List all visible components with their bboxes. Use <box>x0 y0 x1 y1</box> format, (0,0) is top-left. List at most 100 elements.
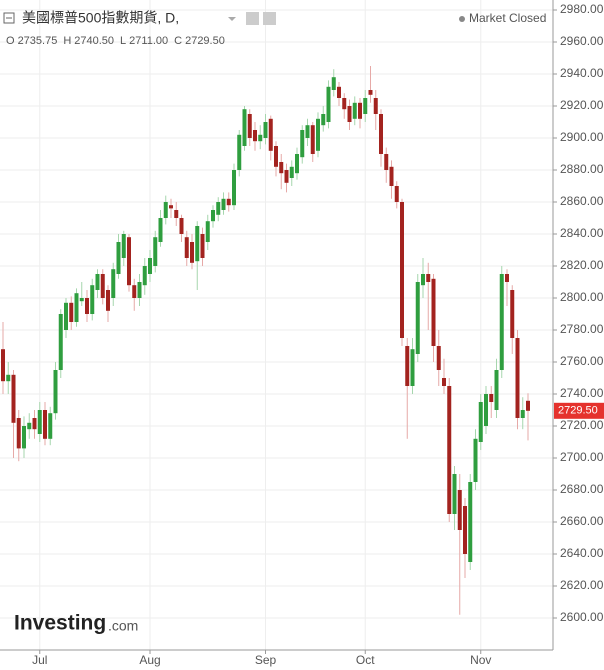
candle-body <box>258 134 263 142</box>
candle-body <box>247 114 252 138</box>
logo-suffix: .com <box>108 618 138 634</box>
x-tick-label: Jul <box>32 653 47 667</box>
candle-body <box>505 274 509 282</box>
candle-body <box>321 114 326 126</box>
candle-body <box>174 210 179 218</box>
candle-body <box>274 146 278 167</box>
candle-body <box>468 482 473 562</box>
candle-body <box>520 410 525 418</box>
candle-body <box>195 226 200 262</box>
candle-body <box>216 202 221 215</box>
candle-body <box>400 202 404 338</box>
y-tick-label: 2840.00 <box>560 226 604 240</box>
collapse-icon[interactable] <box>3 12 15 24</box>
candle-body <box>342 98 347 110</box>
ohlc-key: O <box>6 35 15 47</box>
ohlc-value: 2740.50 <box>74 35 114 47</box>
y-tick-label: 2940.00 <box>560 66 604 80</box>
y-tick-label: 2600.00 <box>560 610 604 624</box>
candle-body <box>69 302 74 322</box>
candle-body <box>484 394 488 426</box>
candle-body <box>127 237 131 286</box>
x-tick-label: Oct <box>356 653 375 667</box>
candle-body <box>163 202 168 218</box>
candle-body <box>410 349 415 386</box>
candle-body <box>179 218 184 234</box>
candle-body <box>473 438 478 482</box>
candle-body <box>279 162 284 174</box>
candle-body <box>16 418 21 449</box>
ohlc-value: 2735.75 <box>18 35 58 47</box>
y-tick-label: 2660.00 <box>560 514 604 528</box>
y-tick-label: 2780.00 <box>560 322 604 336</box>
candle-body <box>447 386 452 514</box>
candle-body <box>95 274 100 290</box>
candle-body <box>79 298 84 302</box>
candle-body <box>394 186 399 202</box>
ohlc-legend: O 2735.75 H 2740.50 L 2711.00 C 2729.50 <box>6 35 225 47</box>
y-tick-label: 2700.00 <box>560 450 604 464</box>
settings-icon[interactable] <box>246 12 259 25</box>
y-tick-label: 2740.00 <box>560 386 604 400</box>
candle-body <box>221 198 226 210</box>
candle-body <box>200 234 205 258</box>
settings-icon[interactable] <box>263 12 276 25</box>
y-tick-label: 2680.00 <box>560 482 604 496</box>
candle-body <box>226 198 231 206</box>
candle-body <box>64 302 68 330</box>
candles <box>1 66 530 615</box>
candle-body <box>137 282 142 298</box>
ohlc-value: 2711.00 <box>129 35 168 47</box>
candle-body <box>211 210 215 222</box>
candle-body <box>347 106 352 122</box>
candle-body <box>148 258 152 274</box>
status-dot <box>459 16 465 22</box>
ohlc-key: H <box>63 35 71 47</box>
candle-body <box>32 418 37 430</box>
candle-body <box>1 349 5 382</box>
chart-title: 美國標普500指數期貨, D, <box>22 10 179 26</box>
dropdown-icon[interactable] <box>228 17 236 21</box>
candle-body <box>263 122 268 138</box>
candle-body <box>268 118 273 151</box>
candle-body <box>426 274 431 282</box>
candle-body <box>421 274 425 286</box>
candle-body <box>142 266 147 286</box>
candle-body <box>253 130 257 142</box>
candle-body <box>384 154 389 170</box>
candle-body <box>442 378 446 386</box>
candle-body <box>368 90 373 95</box>
candle-body <box>436 346 441 370</box>
candle-body <box>310 125 315 154</box>
candle-body <box>53 370 58 414</box>
y-tick-label: 2960.00 <box>560 34 604 48</box>
y-tick-label: 2880.00 <box>560 162 604 176</box>
last-price-label: 2729.50 <box>558 405 598 417</box>
candle-body <box>158 218 163 242</box>
candle-body <box>111 269 116 298</box>
candle-body <box>27 422 32 430</box>
market-status: Market Closed <box>469 11 546 25</box>
candle-body <box>337 86 341 98</box>
y-tick-label: 2640.00 <box>560 546 604 560</box>
candle-body <box>526 400 530 411</box>
candle-body <box>284 170 289 183</box>
candle-body <box>331 77 336 90</box>
candle-body <box>6 374 11 382</box>
candle-body <box>106 290 110 311</box>
candle-body <box>352 102 357 119</box>
candle-body <box>305 125 310 138</box>
candle-body <box>190 242 194 263</box>
candle-body <box>316 118 320 151</box>
x-tick-label: Sep <box>255 653 277 667</box>
candle-body <box>478 402 483 442</box>
candle-body <box>184 237 189 258</box>
candle-body <box>90 285 95 314</box>
candle-body <box>457 490 462 530</box>
candle-body <box>415 282 420 354</box>
logo: Investing <box>14 612 106 635</box>
y-tick-label: 2980.00 <box>560 2 604 16</box>
y-tick-label: 2760.00 <box>560 354 604 368</box>
candle-body <box>463 506 467 554</box>
